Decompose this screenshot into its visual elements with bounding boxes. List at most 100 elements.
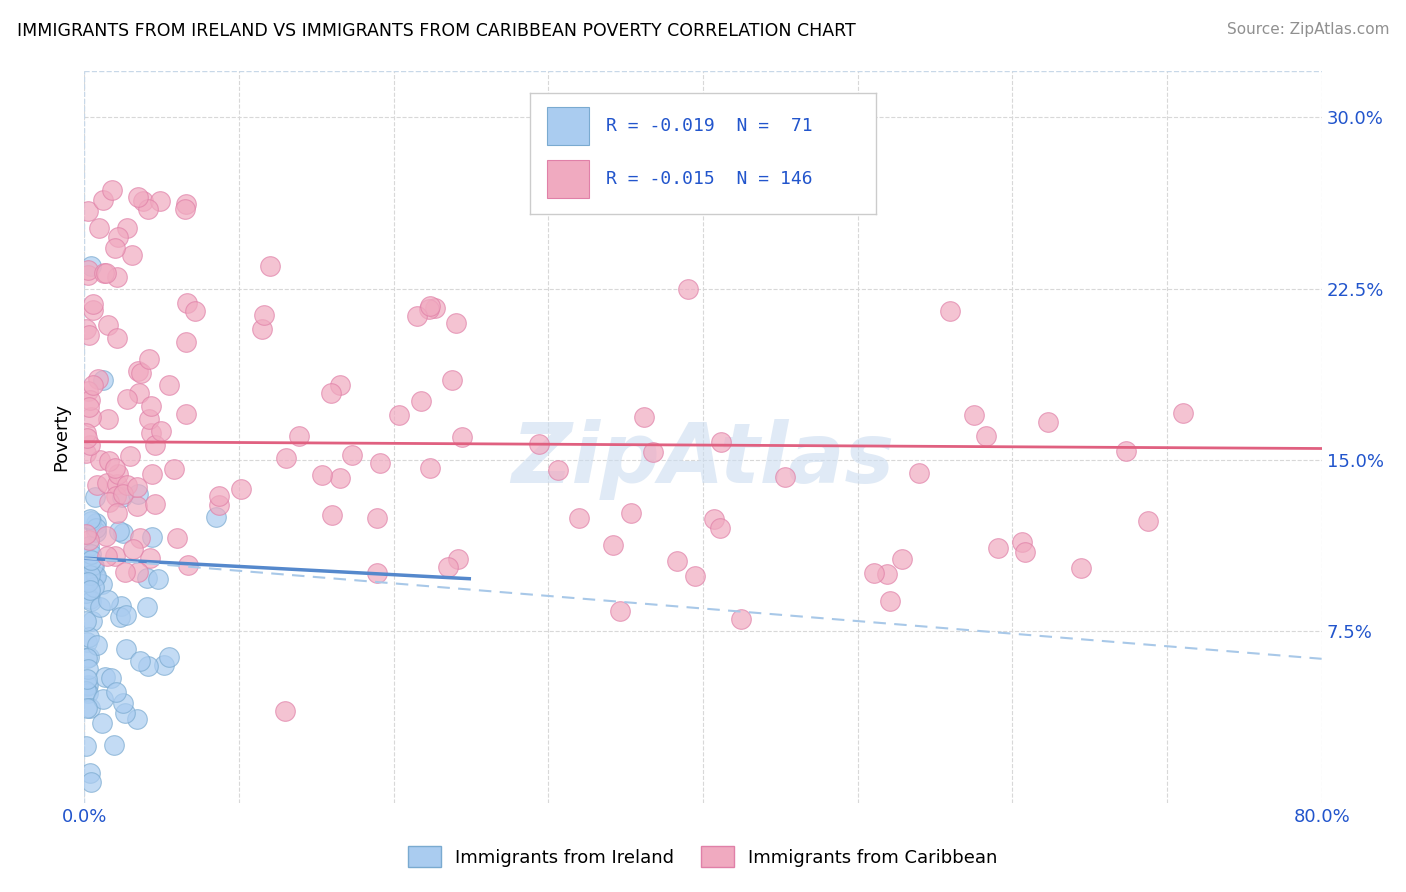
Point xyxy=(366,566,388,581)
Point xyxy=(80,593,103,607)
Point xyxy=(319,385,342,400)
Point xyxy=(143,438,166,452)
Point xyxy=(114,641,136,656)
Point xyxy=(274,705,297,719)
Point xyxy=(96,549,118,564)
Point xyxy=(419,299,441,313)
Point xyxy=(547,463,569,477)
Point xyxy=(321,508,343,523)
Point xyxy=(79,400,101,414)
Point xyxy=(231,482,253,496)
Point xyxy=(83,559,105,574)
Point xyxy=(96,318,118,332)
Point xyxy=(107,229,129,244)
Point xyxy=(125,712,148,726)
Point xyxy=(609,603,631,617)
Point xyxy=(1173,406,1195,420)
Point xyxy=(962,408,984,422)
Legend: Immigrants from Ireland, Immigrants from Caribbean: Immigrants from Ireland, Immigrants from… xyxy=(401,839,1005,874)
Point xyxy=(76,662,98,676)
Point xyxy=(122,541,145,556)
Point xyxy=(163,461,186,475)
Point xyxy=(136,202,159,217)
Point xyxy=(703,512,725,526)
Point xyxy=(76,384,98,399)
Point xyxy=(107,467,129,481)
Point xyxy=(75,425,97,440)
Point xyxy=(104,241,127,255)
Point xyxy=(115,478,138,492)
Point xyxy=(86,478,108,492)
Point xyxy=(183,304,205,318)
Point xyxy=(80,553,103,567)
Point xyxy=(174,197,197,211)
Point xyxy=(157,377,180,392)
Point xyxy=(641,445,664,459)
Point xyxy=(876,567,898,582)
Point xyxy=(89,599,111,614)
Point xyxy=(79,547,101,561)
Point xyxy=(709,521,731,535)
Point xyxy=(153,657,176,672)
Point xyxy=(138,550,160,565)
Point xyxy=(91,373,114,387)
Point xyxy=(157,649,180,664)
Point xyxy=(863,566,886,580)
Point xyxy=(91,715,114,730)
Point xyxy=(76,651,98,665)
Point xyxy=(138,412,160,426)
Point xyxy=(75,586,97,600)
Point xyxy=(104,461,127,475)
Point xyxy=(366,510,388,524)
Point xyxy=(127,190,149,204)
Point xyxy=(127,364,149,378)
Point xyxy=(111,490,134,504)
Point xyxy=(529,437,551,451)
Point xyxy=(176,335,198,350)
Point xyxy=(84,569,107,583)
Point xyxy=(418,302,440,317)
Point xyxy=(633,410,655,425)
Point xyxy=(79,650,101,665)
Point xyxy=(176,296,198,310)
Point xyxy=(79,591,101,606)
Point xyxy=(987,541,1010,555)
Point xyxy=(80,409,103,424)
Point xyxy=(111,525,134,540)
Point xyxy=(1137,514,1160,528)
Point xyxy=(76,204,98,219)
Point xyxy=(683,568,706,582)
Point xyxy=(97,412,120,426)
Point xyxy=(127,487,149,501)
Point xyxy=(77,678,100,692)
Point xyxy=(84,521,107,535)
Point xyxy=(89,453,111,467)
Point xyxy=(110,599,132,614)
Point xyxy=(127,479,149,493)
Point xyxy=(76,431,98,445)
Point xyxy=(105,506,128,520)
Point xyxy=(91,692,114,706)
Point xyxy=(82,558,104,572)
Point xyxy=(149,194,172,209)
Point xyxy=(87,221,110,235)
Point xyxy=(205,510,228,524)
Point xyxy=(108,524,131,538)
Point xyxy=(79,568,101,582)
Point xyxy=(93,266,115,280)
Point xyxy=(79,438,101,452)
Point xyxy=(129,366,152,380)
Point xyxy=(80,775,103,789)
Point xyxy=(105,331,128,345)
Point xyxy=(82,303,104,318)
Text: IMMIGRANTS FROM IRELAND VS IMMIGRANTS FROM CARIBBEAN POVERTY CORRELATION CHART: IMMIGRANTS FROM IRELAND VS IMMIGRANTS FR… xyxy=(17,22,856,40)
Point xyxy=(83,580,105,594)
Point xyxy=(423,301,446,315)
Point xyxy=(146,572,169,586)
Point xyxy=(907,467,929,481)
Point xyxy=(602,538,624,552)
Point xyxy=(340,448,363,462)
Point xyxy=(129,531,152,545)
Point xyxy=(90,577,112,591)
Point xyxy=(253,308,276,322)
